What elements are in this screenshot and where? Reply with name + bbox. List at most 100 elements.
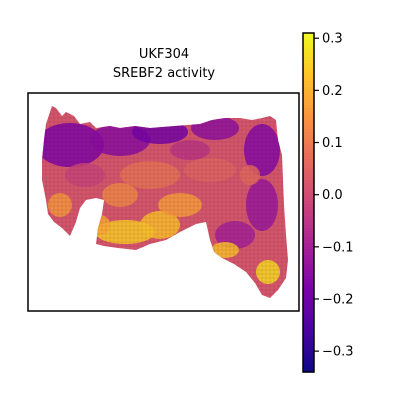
colorbar-segment	[303, 75, 314, 79]
colorbar-segment	[303, 195, 314, 199]
colorbar-segment	[303, 192, 314, 196]
colorbar-segment	[303, 345, 314, 349]
colorbar-segment	[303, 63, 314, 67]
colorbar-segment	[303, 153, 314, 157]
colorbar-segment	[303, 165, 314, 169]
colorbar-segment	[303, 330, 314, 334]
colorbar-segment	[303, 90, 314, 94]
colorbar-segment	[303, 261, 314, 265]
colorbar-segment	[303, 150, 314, 154]
colorbar-segment	[303, 96, 314, 100]
colorbar-segment	[303, 291, 314, 295]
colorbar-segment	[303, 357, 314, 361]
colorbar-segment	[303, 312, 314, 316]
colorbar-segment	[303, 360, 314, 364]
colorbar-segment	[303, 306, 314, 310]
colorbar-segment	[303, 102, 314, 106]
colorbar-segment	[303, 243, 314, 247]
colorbar-segment	[303, 366, 314, 370]
colorbar-segment	[303, 234, 314, 238]
colorbar-segment	[303, 369, 314, 373]
colorbar-frame	[302, 32, 315, 373]
spot-texture	[42, 106, 288, 298]
colorbar-segment	[303, 285, 314, 289]
colorbar-segment	[303, 303, 314, 307]
colorbar-segment	[303, 135, 314, 139]
colorbar-segment	[303, 126, 314, 130]
colorbar-tick-label: −0.3	[322, 345, 354, 360]
colorbar-segment	[303, 186, 314, 190]
colorbar-segment	[303, 294, 314, 298]
colorbar-segment	[303, 57, 314, 61]
colorbar-segment	[303, 54, 314, 58]
spatial-heatmap	[42, 106, 288, 298]
colorbar-segment	[303, 123, 314, 127]
colorbar-segment	[303, 189, 314, 193]
colorbar-segment	[303, 315, 314, 319]
colorbar-segment	[303, 279, 314, 283]
colorbar-segment	[303, 336, 314, 340]
colorbar-segment	[303, 141, 314, 145]
colorbar-segment	[303, 339, 314, 343]
colorbar-segment	[303, 363, 314, 367]
colorbar-segment	[303, 267, 314, 271]
colorbar-segment	[303, 324, 314, 328]
colorbar-segment	[303, 213, 314, 217]
colorbar-segment	[303, 159, 314, 163]
colorbar-segment	[303, 84, 314, 88]
colorbar-segment	[303, 180, 314, 184]
colorbar-segment	[303, 60, 314, 64]
colorbar-segment	[303, 318, 314, 322]
colorbar-segment	[303, 138, 314, 142]
colorbar-segment	[303, 309, 314, 313]
colorbar-segment	[303, 66, 314, 70]
colorbar-segment	[303, 219, 314, 223]
colorbar-segment	[303, 42, 314, 46]
colorbar-segment	[303, 240, 314, 244]
colorbar-segment	[303, 177, 314, 181]
colorbar-tick-label: 0.2	[322, 84, 343, 99]
colorbar-segment	[303, 51, 314, 55]
colorbar-segment	[303, 108, 314, 112]
colorbar-segment	[303, 183, 314, 187]
colorbar-segment	[303, 198, 314, 202]
colorbar-segment	[303, 129, 314, 133]
colorbar-segment	[303, 99, 314, 103]
colorbar-segment	[303, 342, 314, 346]
colorbar-segment	[303, 162, 314, 166]
colorbar-segment	[303, 210, 314, 214]
colorbar-segment	[303, 120, 314, 124]
colorbar-segment	[303, 69, 314, 73]
colorbar-segment	[303, 288, 314, 292]
colorbar-segment	[303, 222, 314, 226]
colorbar-segment	[303, 93, 314, 97]
colorbar-segment	[303, 117, 314, 121]
colorbar-segment	[303, 321, 314, 325]
colorbar-segment	[303, 105, 314, 109]
colorbar-segment	[303, 81, 314, 85]
colorbar-segment	[303, 255, 314, 259]
chart-title-line-2: SREBF2 activity	[113, 66, 216, 81]
colorbar-segment	[303, 36, 314, 40]
colorbar-tick-label: −0.1	[322, 240, 354, 255]
colorbar-segment	[303, 246, 314, 250]
chart-title-line-1: UKF304	[139, 47, 189, 62]
colorbar-segment	[303, 333, 314, 337]
colorbar-segment	[303, 228, 314, 232]
colorbar-segment	[303, 147, 314, 151]
colorbar-segment	[303, 264, 314, 268]
colorbar-segment	[303, 276, 314, 280]
colorbar-segment	[303, 72, 314, 76]
colorbar-segment	[303, 132, 314, 136]
colorbar-segment	[303, 231, 314, 235]
colorbar-segment	[303, 39, 314, 43]
colorbar-segment	[303, 111, 314, 115]
plot-frame	[27, 92, 300, 312]
colorbar-segment	[303, 48, 314, 52]
colorbar-segment	[303, 297, 314, 301]
colorbar-segment	[303, 351, 314, 355]
colorbar-segment	[303, 282, 314, 286]
colorbar-segment	[303, 87, 314, 91]
colorbar-segment	[303, 270, 314, 274]
